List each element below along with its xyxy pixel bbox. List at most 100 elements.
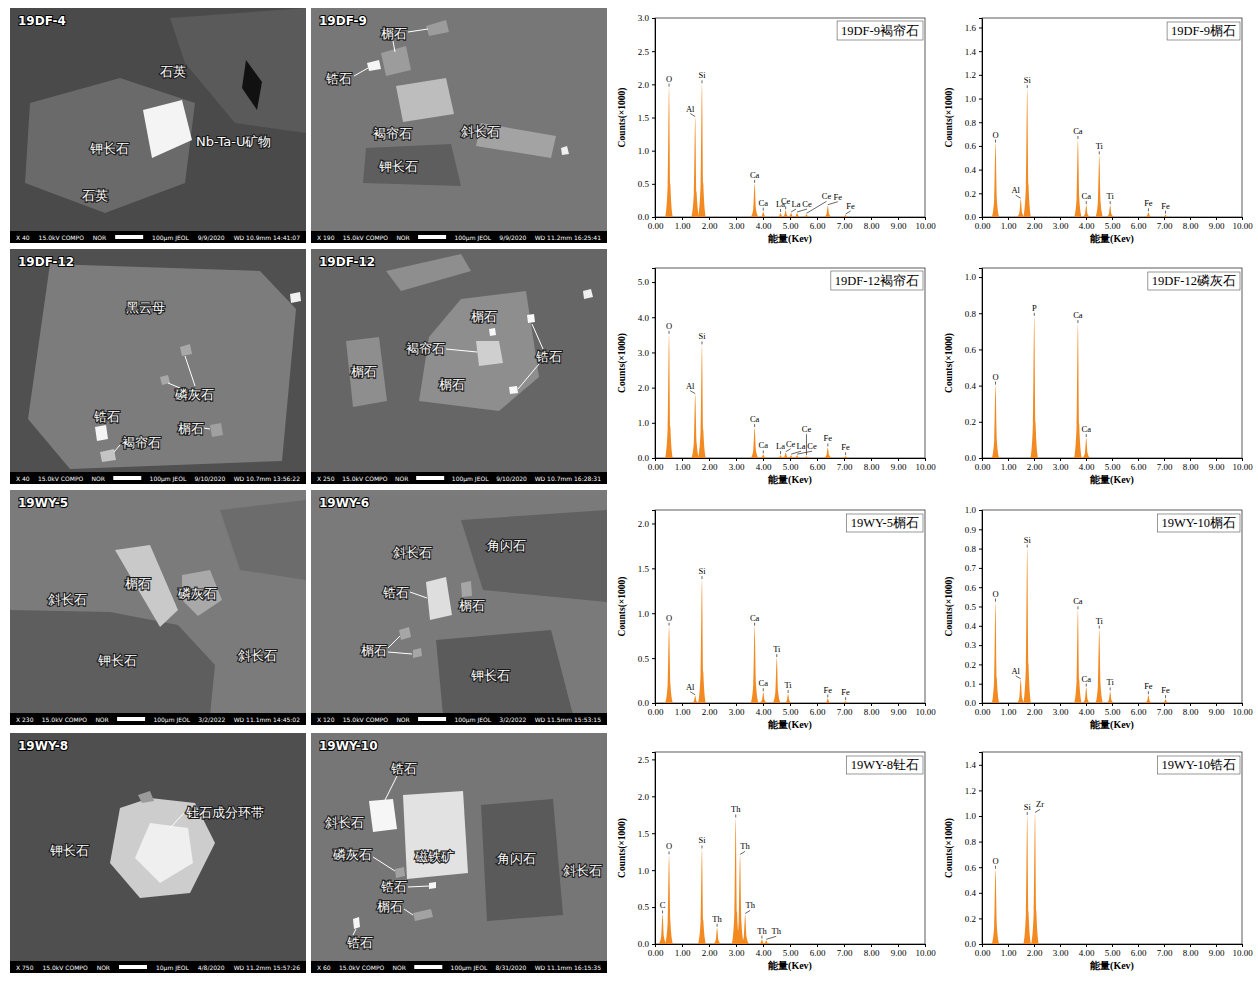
tick-label: 10.00: [1232, 707, 1253, 717]
tick-mark: [1138, 217, 1139, 220]
peak-label: Ti: [773, 644, 781, 654]
tick-mark: [817, 944, 818, 947]
tick: 1.6: [965, 23, 982, 33]
tick-mark: [1164, 944, 1165, 947]
leader-line: [373, 857, 395, 871]
footer-text: NOR: [97, 964, 110, 971]
mineral-grain: [426, 20, 449, 36]
footer-strip: [311, 713, 607, 725]
peak-leader: [1086, 684, 1087, 687]
peak-leader: [797, 209, 807, 212]
footer-text: 15.0kV COMPO: [42, 716, 88, 723]
mineral-label: 磷灰石: [332, 847, 372, 862]
tick-label: 1.00: [1001, 948, 1017, 958]
tick-mark: [979, 510, 982, 511]
tick-label: 3.00: [729, 462, 745, 472]
axis-line: [979, 269, 983, 459]
tick-mark: [1190, 217, 1191, 220]
tick-label: 5.00: [783, 707, 799, 717]
peak-label: Fe: [846, 201, 855, 211]
tick: 2.00: [1027, 944, 1043, 958]
plot-frame: [655, 510, 925, 703]
mineral-grain: [290, 292, 301, 303]
tick: 0.00: [648, 458, 664, 472]
mineral-label: 角闪石: [497, 851, 536, 866]
tick: 0.00: [648, 217, 664, 231]
spectrum-panel: 0.001.002.003.004.005.006.007.008.009.00…: [617, 268, 936, 486]
tick: 3.00: [1053, 458, 1069, 472]
footer-text: NOR: [95, 716, 108, 723]
footer-text: WD 11.1mm 14:45:02: [234, 716, 301, 723]
mineral-grain: [583, 289, 593, 299]
y-axis-title: Counts(×1000): [944, 577, 955, 637]
tick: 0.5: [638, 653, 655, 663]
tick: 3.00: [729, 458, 745, 472]
peak-leader: [845, 697, 846, 700]
mineral-grain: [25, 78, 195, 213]
tick: 2.0: [638, 792, 655, 802]
tick-mark: [925, 217, 926, 220]
tick-label: 7.00: [837, 707, 853, 717]
axis: 0.001.002.003.004.005.006.007.008.009.00…: [648, 217, 937, 231]
y-axis-title: Counts(×1000): [617, 88, 628, 148]
leader-line: [404, 909, 413, 915]
tick-mark: [1242, 217, 1243, 220]
mineral-label: 斜长石: [325, 815, 364, 830]
mineral-grain: [143, 100, 192, 158]
tick-mark: [652, 907, 655, 908]
peak-leader: [669, 84, 670, 87]
tick-label: 7.00: [837, 948, 853, 958]
footer-text: WD 11.5mm 15:53:15: [535, 716, 602, 723]
axis-line: [656, 218, 926, 221]
tick-label: 2.0: [638, 80, 650, 90]
tick-label: 0.2: [965, 417, 976, 427]
tick: 10.00: [1232, 217, 1253, 231]
tick-mark: [979, 664, 982, 665]
tick-label: 3.00: [729, 707, 745, 717]
tick: 1.2: [965, 786, 982, 796]
mineral-label: 锆石: [535, 349, 562, 364]
tick: 9.00: [891, 458, 907, 472]
tick-mark: [1008, 458, 1009, 461]
peak-label: Ti: [784, 680, 792, 690]
leader-line: [393, 41, 395, 52]
mineral-grain: [381, 46, 411, 76]
tick-label: 1.2: [965, 786, 976, 796]
footer-strip: [10, 713, 306, 725]
tick-mark: [925, 458, 926, 461]
tick: 9.00: [891, 944, 907, 958]
tick-mark: [1216, 217, 1217, 220]
tick-mark: [763, 458, 764, 461]
tick: 6.00: [1131, 703, 1147, 717]
tick-mark: [979, 607, 982, 608]
tick: 3.00: [729, 944, 745, 958]
peak: [803, 214, 811, 217]
sem-background: [10, 490, 306, 725]
tick: 4.00: [1079, 458, 1095, 472]
peak-leader: [717, 924, 718, 927]
footer-text: 100μm JEOL: [454, 716, 491, 724]
tick: 9.00: [891, 703, 907, 717]
mineral-grain: [180, 344, 192, 356]
tick: 0.00: [975, 458, 991, 472]
y-axis-title: Counts(×1000): [944, 333, 955, 393]
chart-title: 19WY-5榍石: [851, 516, 919, 530]
leader-line: [388, 636, 400, 648]
tick: 8.00: [864, 703, 880, 717]
tick-mark: [1060, 458, 1061, 461]
peak-leader: [1077, 606, 1078, 609]
tick-label: 4.00: [1079, 221, 1095, 231]
mineral-grain: [429, 882, 436, 889]
tick: 1.00: [1001, 458, 1017, 472]
peak-label: Al: [1011, 666, 1020, 676]
axis-line: [652, 269, 656, 459]
tick: 9.00: [1209, 944, 1225, 958]
tick-label: 2.0: [638, 383, 650, 393]
footer-text: X 40: [16, 475, 30, 482]
peak-label: Fe: [1161, 201, 1170, 211]
tick: 10.00: [915, 458, 936, 472]
spectrum-panel: 0.001.002.003.004.005.006.007.008.009.00…: [944, 18, 1253, 245]
footer-strip: [311, 472, 607, 484]
tick: 9.00: [891, 217, 907, 231]
title-background: [1148, 272, 1240, 290]
